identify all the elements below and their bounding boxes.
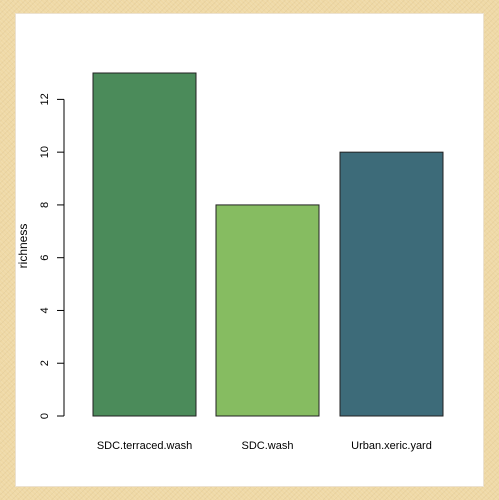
y-tick-label: 10 <box>39 146 51 158</box>
y-tick-label: 6 <box>39 255 51 261</box>
y-tick-label: 4 <box>39 307 51 313</box>
y-tick-label: 0 <box>39 413 51 419</box>
bars-layer <box>92 72 444 417</box>
x-axis-labels: SDC.terraced.wash SDC.wash Urban.xeric.yar… <box>97 440 432 452</box>
x-category-label: SDC.wash <box>242 440 294 452</box>
x-category-label: SDC.terraced.wash <box>97 440 192 452</box>
y-tick-label: 8 <box>39 202 51 208</box>
y-axis: 0 2 4 6 8 10 12 <box>39 93 65 419</box>
plot-panel: 0 2 4 6 8 10 12 SDC.terraced.wash SDC.wash Urban… <box>15 13 484 487</box>
bar-sdc-wash <box>215 204 320 417</box>
bar-urban-xeric-yard <box>339 151 444 417</box>
y-tick-label: 2 <box>39 360 51 366</box>
y-axis-label: richness <box>16 224 30 269</box>
bar-sdc-terraced-wash <box>92 72 197 417</box>
x-category-label: Urban.xeric.yard <box>351 440 432 452</box>
y-tick-label: 12 <box>39 93 51 105</box>
bar-chart: 0 2 4 6 8 10 12 SDC.terraced.wash SDC.wash Urban… <box>16 72 444 452</box>
